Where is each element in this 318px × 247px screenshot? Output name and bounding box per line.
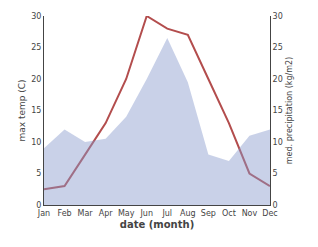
svg-text:med. precipitation (kg/m2): med. precipitation (kg/m2) <box>285 57 294 164</box>
svg-text:10: 10 <box>273 138 283 147</box>
svg-text:Apr: Apr <box>99 209 114 218</box>
svg-text:Aug: Aug <box>180 209 196 218</box>
svg-text:Jun: Jun <box>139 209 153 218</box>
svg-text:Dec: Dec <box>262 209 277 218</box>
svg-text:25: 25 <box>273 43 283 52</box>
svg-text:0: 0 <box>36 201 41 210</box>
svg-text:20: 20 <box>273 75 283 84</box>
svg-text:25: 25 <box>31 43 41 52</box>
svg-text:max temp (C): max temp (C) <box>17 79 27 141</box>
svg-text:5: 5 <box>273 169 278 178</box>
svg-text:0: 0 <box>273 201 278 210</box>
svg-text:30: 30 <box>273 12 283 21</box>
svg-text:Mar: Mar <box>78 209 94 218</box>
svg-text:Nov: Nov <box>242 209 258 218</box>
svg-text:15: 15 <box>31 106 41 115</box>
svg-text:May: May <box>118 209 135 218</box>
svg-text:Jul: Jul <box>161 209 172 218</box>
svg-text:Sep: Sep <box>201 209 216 218</box>
svg-text:15: 15 <box>273 106 283 115</box>
svg-text:Oct: Oct <box>222 209 236 218</box>
svg-text:30: 30 <box>31 12 41 21</box>
svg-text:Jan: Jan <box>37 209 50 218</box>
svg-text:20: 20 <box>31 75 41 84</box>
svg-text:10: 10 <box>31 138 41 147</box>
svg-text:5: 5 <box>36 169 41 178</box>
svg-text:Feb: Feb <box>57 209 71 218</box>
svg-text:date (month): date (month) <box>120 219 194 230</box>
